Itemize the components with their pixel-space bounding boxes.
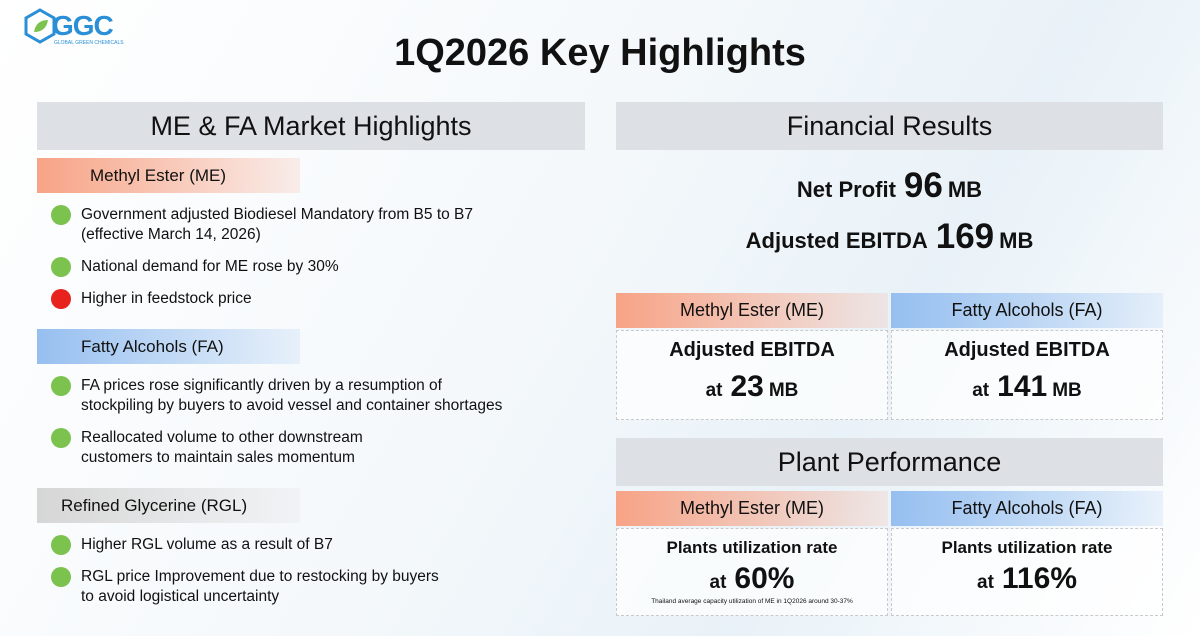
bullet-line: stockpiling by buyers to avoid vessel an… (81, 397, 503, 414)
segment-label: Fatty Alcohols (FA) (891, 293, 1163, 328)
segment-value-row: at 141 MB (892, 370, 1162, 404)
section-label-text: Fatty Alcohols (FA) (81, 336, 224, 356)
bullet-item: Government adjusted Biodiesel Mandatory … (37, 205, 597, 245)
logo-mark: GGC (52, 10, 114, 41)
total-value: 169 (935, 217, 995, 256)
bullet-line: National demand for ME rose by 30% (81, 258, 339, 275)
bullet (51, 205, 71, 225)
bullet-line: Government adjusted Biodiesel Mandatory … (81, 206, 474, 223)
total-label: Net Profit (796, 177, 896, 202)
bullet-item: Reallocated volume to other downstream cu… (37, 428, 597, 468)
segment-value: 116 (1001, 562, 1051, 595)
plant-segments: Methyl Ester (ME) Plants utilization rate… (616, 491, 1163, 616)
bullet-line: (effective March 14, 2026) (81, 226, 261, 243)
financial-totals: Net Profit 96 MB Adjusted EBITDA 169 MB (616, 166, 1163, 268)
bullet (51, 257, 71, 277)
segment-value: 60 (734, 562, 768, 595)
bullet-line: Reallocated volume to other downstream (81, 429, 363, 446)
segment-value-row: at 23 MB (617, 370, 887, 404)
segment-note: Thailand average capacity utilization of… (651, 598, 853, 605)
segment-unit: MB (1052, 380, 1082, 401)
logo-icon (24, 8, 56, 44)
segment-value-row: at 116% (892, 562, 1162, 596)
segment-unit: % (767, 562, 795, 595)
total-row: Adjusted EBITDA 169 MB (616, 217, 1163, 268)
segment-label-text: Fatty Alcohols (FA) (951, 300, 1103, 320)
segment-prefix: at (977, 572, 994, 593)
bullet-line: FA prices rose significantly driven by a… (81, 377, 442, 394)
segment-unit: % (1050, 562, 1077, 595)
market-section: Refined Glycerine (RGL) Higher RGL volume… (37, 488, 597, 607)
segment-label-text: Methyl Ester (ME) (679, 498, 825, 518)
total-row: Net Profit 96 MB (616, 166, 1163, 217)
market-heading: ME & FA Market Highlights (37, 102, 585, 150)
bullet (51, 376, 71, 396)
bullet-line: to avoid logistical uncertainty (81, 588, 280, 605)
segment-box: Plants utilization rate at 116% (891, 528, 1163, 616)
section-label-text: Refined Glycerine (RGL) (61, 495, 248, 515)
bullet-item: RGL price Improvement due to restocking … (37, 567, 597, 607)
bullet (51, 535, 71, 555)
logo-tagline: GLOBAL GREEN CHEMICALS (54, 40, 124, 46)
segment-box: Adjusted EBITDA at 23 MB (616, 330, 888, 420)
section-label: Methyl Ester (ME) (37, 158, 300, 193)
page-title: 1Q2026 Key Highlights (394, 32, 806, 74)
bullet (51, 289, 71, 309)
segment-value: 141 (997, 370, 1048, 403)
bullet-text: Higher RGL volume as a result of B7 (81, 535, 333, 555)
bullet-line: Higher RGL volume as a result of B7 (81, 536, 333, 553)
segment-prefix: at (972, 380, 990, 401)
segment-metric: Plants utilization rate (666, 538, 838, 557)
bullet-text: National demand for ME rose by 30% (81, 257, 339, 277)
bullet-text: RGL price Improvement due to restocking … (81, 567, 439, 607)
total-label: Adjusted EBITDA (745, 228, 928, 253)
bullet-text: Higher in feedstock price (81, 289, 252, 309)
total-unit: MB (947, 177, 983, 202)
total-unit: MB (999, 228, 1034, 253)
segment-metric: Plants utilization rate (941, 538, 1113, 557)
market-section: Fatty Alcohols (FA) FA prices rose signif… (37, 329, 597, 468)
segment-label-text: Methyl Ester (ME) (679, 300, 825, 320)
bullet-item: National demand for ME rose by 30% (37, 257, 597, 277)
financial-segments: Methyl Ester (ME) Adjusted EBITDA at 23 MB Fa… (616, 293, 1163, 420)
bullet-item: Higher in feedstock price (37, 289, 597, 309)
bullet-line: RGL price Improvement due to restocking … (81, 568, 439, 585)
plant-heading: Plant Performance (616, 438, 1163, 486)
segment-prefix: at (705, 380, 723, 401)
bullet-text: Reallocated volume to other downstream cu… (81, 428, 363, 468)
section-label: Refined Glycerine (RGL) (37, 488, 300, 523)
bullet-text: Government adjusted Biodiesel Mandatory … (81, 205, 473, 245)
bullet-item: Higher RGL volume as a result of B7 (37, 535, 597, 555)
market-sections: Methyl Ester (ME) Government adjusted Bio… (37, 158, 597, 607)
section-label-text: Methyl Ester (ME) (90, 165, 227, 185)
segment-metric: Adjusted EBITDA (669, 339, 835, 361)
segment-metric: Adjusted EBITDA (944, 339, 1110, 361)
bullet-line: Higher in feedstock price (81, 290, 252, 307)
segment-prefix: at (709, 572, 727, 593)
segment-label-text: Fatty Alcohols (FA) (951, 498, 1103, 518)
segment-value: 23 (730, 370, 764, 403)
segment-value-row: at 60% (617, 562, 887, 596)
bullet-line: customers to maintain sales momentum (81, 449, 355, 466)
segment-label: Fatty Alcohols (FA) (891, 491, 1163, 526)
bullet-text: FA prices rose significantly driven by a… (81, 376, 502, 416)
segment-box: Adjusted EBITDA at 141 MB (891, 330, 1163, 420)
segment-label: Methyl Ester (ME) (616, 491, 888, 526)
bullet (51, 428, 71, 448)
market-section: Methyl Ester (ME) Government adjusted Bio… (37, 158, 597, 309)
segment-label: Methyl Ester (ME) (616, 293, 888, 328)
financial-heading: Financial Results (616, 102, 1163, 150)
total-value: 96 (903, 166, 943, 205)
segment-unit: MB (768, 380, 799, 401)
section-label: Fatty Alcohols (FA) (37, 329, 300, 364)
segment-box: Plants utilization rate at 60% Thailand ave… (616, 528, 888, 616)
bullet (51, 567, 71, 587)
bullet-item: FA prices rose significantly driven by a… (37, 376, 597, 416)
